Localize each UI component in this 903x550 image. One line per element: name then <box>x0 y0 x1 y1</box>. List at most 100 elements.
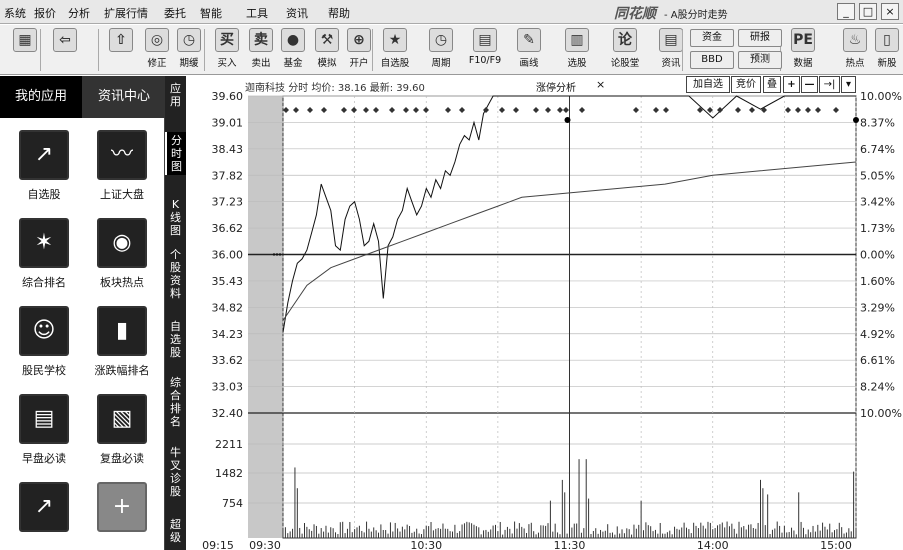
limit-up-marker <box>707 107 713 113</box>
toolbar-label-14: 选股 <box>567 58 587 69</box>
vtab-label-3: 个股资料 <box>170 248 181 300</box>
limit-up-marker <box>579 107 585 113</box>
app-tile-9[interactable]: + <box>88 482 156 538</box>
toolbar-button-17[interactable]: PE 数据 <box>786 28 820 72</box>
tab-limit-up-analysis[interactable]: 涨停分析 <box>536 83 576 94</box>
limit-up-marker <box>341 107 347 113</box>
app-tile-3[interactable]: ◉ 板块热点 <box>88 218 156 290</box>
toolbar-button-13[interactable]: ✎ 画线 <box>512 28 546 72</box>
toolbar-button-8[interactable]: ⚒ 模拟 <box>310 28 344 72</box>
pct-tick-label: 1.73% <box>860 222 895 235</box>
app-tile-5[interactable]: ▮ 涨跌幅排名 <box>88 306 156 378</box>
app-icon-8: ↗ <box>19 482 69 532</box>
toolbar-button-11[interactable]: ◷ 周期 <box>424 28 458 72</box>
app-label-3: 板块热点 <box>100 276 144 289</box>
app-tile-7[interactable]: ▧ 复盘必读 <box>88 394 156 466</box>
app-tile-2[interactable]: ✶ 综合排名 <box>10 218 78 290</box>
close-button[interactable]: × <box>881 3 899 20</box>
menu-item-7[interactable]: 资讯 <box>286 7 308 20</box>
app-tile-0[interactable]: ↗ 自选股 <box>10 130 78 202</box>
pct-tick-label: 8.37% <box>860 116 895 129</box>
stock-name: 迦南科技 <box>245 83 285 94</box>
add-watchlist-button[interactable]: 加自选 <box>686 76 730 93</box>
menu-item-5[interactable]: 智能 <box>200 7 222 20</box>
chart-menu-dropdown[interactable]: ▾ <box>841 76 856 93</box>
minimize-button[interactable]: _ <box>837 3 855 20</box>
toolbar-icon-12: ▤ <box>473 28 497 52</box>
toolbar-icon-3: ◎ <box>145 28 169 52</box>
limit-up-marker <box>533 107 539 113</box>
toolbar-button-14[interactable]: ▥ 选股 <box>560 28 594 72</box>
vtab-3[interactable]: 个股资料 <box>165 246 186 302</box>
toolbar-label-13: 画线 <box>519 58 539 69</box>
toolbar-small-button-0[interactable]: 资金 <box>690 29 734 47</box>
toolbar-button-12[interactable]: ▤ F10/F9 <box>468 28 502 72</box>
app-tile-6[interactable]: ▤ 早盘必读 <box>10 394 78 466</box>
app-icon-3: ◉ <box>97 218 147 268</box>
toolbar-icon-10: ★ <box>383 28 407 52</box>
toolbar-button-4[interactable]: ◷ 期缓 <box>172 28 206 72</box>
price-tick-label: 37.23 <box>212 196 244 209</box>
overlay-button[interactable]: 叠 <box>763 76 781 93</box>
tab-news-center[interactable]: 资讯中心 <box>97 89 150 104</box>
pct-tick-label: 3.29% <box>860 301 895 314</box>
toolbar-label-16: 资讯 <box>661 58 681 69</box>
toolbar-button-16[interactable]: ▤ 资讯 <box>654 28 688 72</box>
toolbar-button-0[interactable]: ▦ <box>8 28 42 72</box>
menu-item-8[interactable]: 帮助 <box>328 7 350 20</box>
auction-button[interactable]: 竞价 <box>731 76 761 93</box>
jump-end-button[interactable]: →| <box>819 76 840 93</box>
tab-my-apps[interactable]: 我的应用 <box>0 76 82 118</box>
time-label: 10:30 <box>410 539 442 550</box>
menu-item-4[interactable]: 委托 <box>164 7 186 20</box>
vtab-4[interactable]: 自选股 <box>165 318 186 361</box>
maximize-button[interactable]: □ <box>859 3 877 20</box>
vtab-5[interactable]: 综合排名 <box>165 374 186 430</box>
app-tile-1[interactable]: 〰上证大盘 <box>88 130 156 202</box>
toolbar-button-15[interactable]: 论论股堂 <box>608 28 642 72</box>
time-label: 14:00 <box>697 539 729 550</box>
toolbar-separator <box>682 29 683 71</box>
toolbar-button-18[interactable]: ♨ 热点 <box>838 28 872 72</box>
zoom-in-button[interactable]: + <box>783 76 800 93</box>
toolbar-small-button-1[interactable]: 研报 <box>738 29 782 47</box>
toolbar-small-button-2[interactable]: BBD <box>690 51 734 69</box>
toolbar-button-1[interactable]: ⇦ <box>48 28 82 72</box>
app-tile-8[interactable]: ↗ <box>10 482 78 538</box>
app-tile-4[interactable]: ☺ 股民学校 <box>10 306 78 378</box>
toolbar-button-3[interactable]: ◎ 修正 <box>140 28 174 72</box>
intraday-chart[interactable]: 39.60 10.00% 39.01 8.37% 38.43 6.74% 37.82 5.05… <box>186 76 903 550</box>
close-icon[interactable]: × <box>596 78 606 91</box>
pct-tick-label: 5.05% <box>860 169 895 182</box>
vtab-0[interactable]: 应用 <box>165 80 186 110</box>
toolbar-button-10[interactable]: ★ 自选股 <box>378 28 412 72</box>
menu-item-2[interactable]: 分析 <box>68 7 90 20</box>
app-label-5: 涨跌幅排名 <box>94 364 150 377</box>
toolbar-button-2[interactable]: ⇧ <box>104 28 138 72</box>
toolbar-button-9[interactable]: ⊕ 开户 <box>342 28 376 72</box>
time-label: 11:30 <box>554 539 586 550</box>
toolbar-icon-2: ⇧ <box>109 28 133 52</box>
toolbar-button-7[interactable]: ● 基金 <box>276 28 310 72</box>
price-tick-label: 33.03 <box>212 381 244 394</box>
toolbar-label-4: 期缓 <box>179 58 199 69</box>
menu-item-0[interactable]: 系统 <box>4 7 26 20</box>
zoom-out-button[interactable]: — <box>801 76 818 93</box>
menu-item-3[interactable]: 扩展行情 <box>104 7 148 20</box>
pct-tick-label: 8.24% <box>860 381 895 394</box>
toolbar-button-5[interactable]: 买买入 <box>210 28 244 72</box>
end-dot <box>853 117 859 123</box>
menu-item-6[interactable]: 工具 <box>246 7 268 20</box>
menu-item-1[interactable]: 报价 <box>34 7 56 20</box>
toolbar-button-19[interactable]: ▯ 新股 <box>870 28 903 72</box>
toolbar-small-button-3[interactable]: 预测 <box>738 51 782 69</box>
limit-up-marker <box>697 107 703 113</box>
vtab-1[interactable]: 分时图 <box>165 132 186 175</box>
toolbar-label-19: 新股 <box>877 58 897 69</box>
vtab-6[interactable]: 牛叉诊股 <box>165 444 186 500</box>
toolbar-button-6[interactable]: 卖卖出 <box>244 28 278 72</box>
app-brand-logo: 同花顺 <box>614 6 656 22</box>
toolbar-icon-17: PE <box>791 28 815 52</box>
vtab-7[interactable]: 超级 <box>165 516 186 546</box>
